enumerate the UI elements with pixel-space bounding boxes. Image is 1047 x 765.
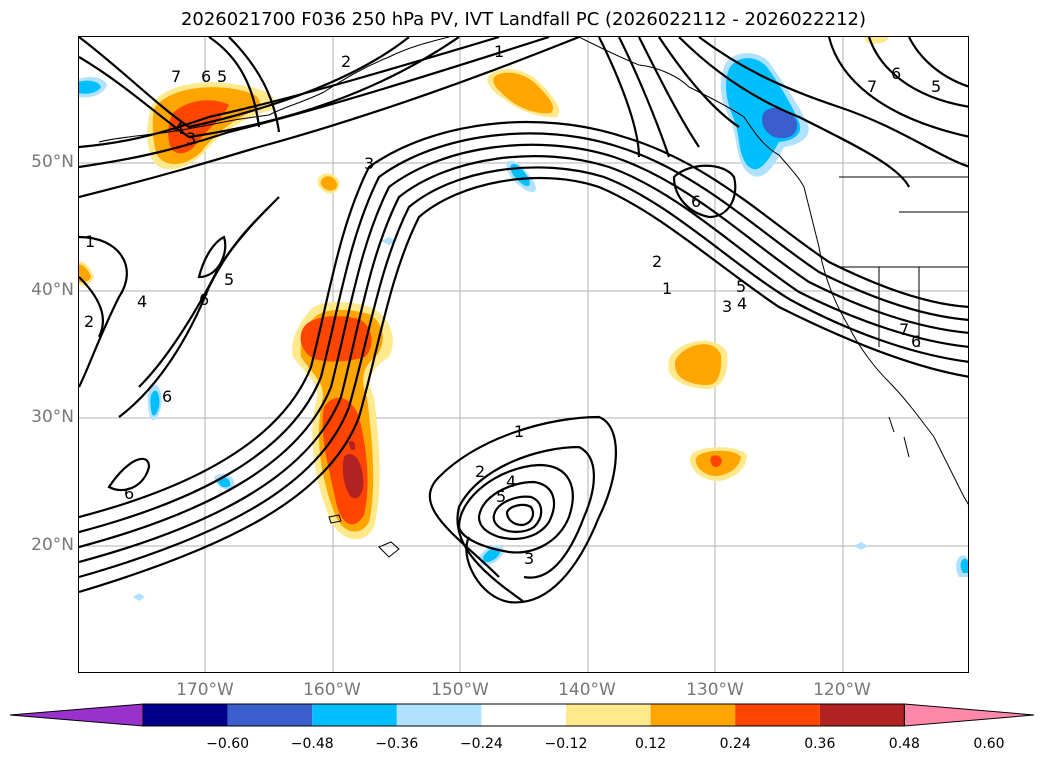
colorbar-tick-label: 0.36 [804,736,836,752]
contour-label-3d: 3 [186,129,196,148]
colorbar-cell [227,704,313,726]
contour-label-1c: 1 [514,422,524,441]
colorbar-tick-label: 0.48 [888,736,920,752]
contour-label-5e: 5 [931,77,941,96]
contour-labels: 1 3 6 2 1 5 3 4 2 4 6 5 6 6 1 2 4 5 3 7 … [84,42,941,568]
colorbar-tick-label: 0.60 [973,736,1005,752]
contour-label-2c: 2 [475,462,485,481]
contour-label-4: 4 [737,294,747,313]
colorbar-tick-label: −0.24 [459,736,503,752]
pc-negative-areas [79,52,968,601]
lat-label-50n: 50°N [31,152,74,172]
lon-label-140w: 140°W [558,680,616,700]
contour-label-5d: 5 [217,67,227,86]
colorbar-cell [312,704,397,726]
contour-label-6d: 6 [124,484,134,503]
colorbar-tick-label: −0.12 [544,736,588,752]
contour-label-5c: 5 [496,487,506,506]
contour-label-2b: 2 [84,312,94,331]
lat-label-30n: 30°N [31,407,74,427]
contour-label-4d: 4 [174,119,184,138]
colorbar-tick-label: −0.48 [290,736,334,752]
colorbar-cell [566,704,651,726]
colorbar [10,703,1035,727]
colorbar-tick-label: 0.12 [635,736,667,752]
contour-label-5: 5 [736,277,746,296]
colorbar-tick-label: 0.24 [719,736,751,752]
colorbar-cell [143,704,228,726]
map-canvas: 1 3 6 2 1 5 3 4 2 4 6 5 6 6 1 2 4 5 3 7 … [79,37,968,672]
contour-label-6b: 6 [199,290,209,309]
contour-label-6g: 6 [911,332,921,351]
coastlines [98,37,968,558]
colorbar-extend-high [903,703,1035,727]
colorbar-extend-low [10,703,144,727]
contour-label-3: 3 [364,154,374,173]
contour-label-2d: 2 [341,52,351,71]
contour-label-6e: 6 [201,67,211,86]
lon-label-130w: 130°W [686,680,744,700]
map-panel: 1 3 6 2 1 5 3 4 2 4 6 5 6 6 1 2 4 5 3 7 … [78,36,969,673]
contour-label-2: 2 [652,252,662,271]
colorbar-cell [650,704,736,726]
lon-label-170w: 170°W [176,680,234,700]
contour-label-6f: 6 [891,64,901,83]
contour-label-4b: 4 [137,292,147,311]
contour-label-1d: 1 [85,232,95,251]
contour-label-3b: 3 [722,297,732,316]
contour-label-1: 1 [494,42,504,61]
colorbar-tick-label: −0.36 [375,736,419,752]
pv-contours [79,37,968,604]
contour-label-7: 7 [171,67,181,86]
colorbar-cell [819,704,905,726]
contour-label-4c: 4 [506,472,516,491]
contour-label-5b: 5 [224,270,234,289]
contour-label-7b: 7 [867,77,877,96]
colorbar-cell [735,704,820,726]
colorbar-border [142,703,905,727]
lon-label-120w: 120°W [813,680,871,700]
contour-label-7c: 7 [899,320,909,339]
lon-label-150w: 150°W [431,680,489,700]
lon-label-160w: 160°W [303,680,361,700]
contour-label-6c: 6 [162,387,172,406]
lat-label-20n: 20°N [31,535,74,555]
lat-label-40n: 40°N [31,280,74,300]
colorbar-cell [481,704,566,726]
contour-label-6: 6 [691,192,701,211]
contour-label-3c: 3 [524,549,534,568]
contour-label-1b: 1 [662,279,672,298]
colorbar-tick-label: −0.60 [206,736,250,752]
colorbar-cell [396,704,482,726]
map-title: 2026021700 F036 250 hPa PV, IVT Landfall… [180,9,867,30]
